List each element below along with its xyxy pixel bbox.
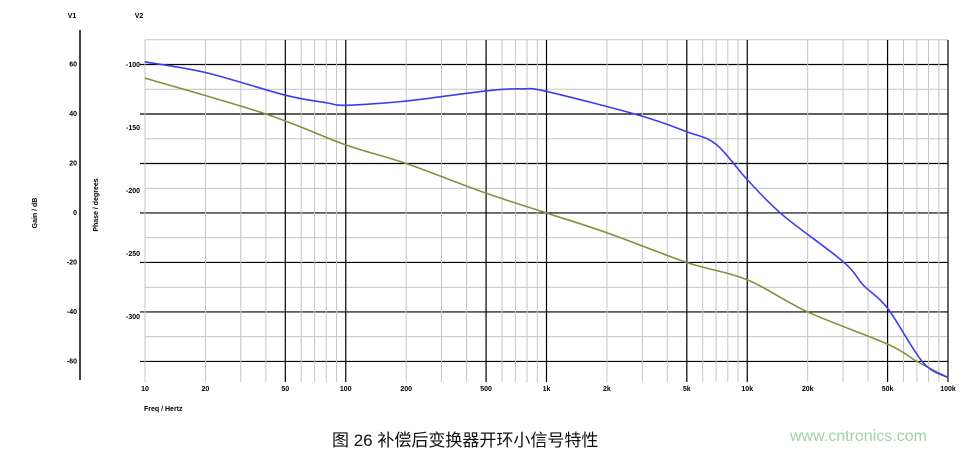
x-tick-label: 20k <box>802 386 814 393</box>
phase-point <box>284 94 286 96</box>
x-tick-label: 5k <box>683 386 691 393</box>
phase-tick-label: -200 <box>126 188 140 195</box>
x-tick-label: 200 <box>400 386 412 393</box>
gain-tick-label: 40 <box>69 111 77 118</box>
gain-point <box>686 261 688 264</box>
phase-point <box>492 89 494 91</box>
phase-point <box>947 376 949 379</box>
phase-point <box>922 361 924 363</box>
phase-tick-label: -150 <box>126 125 140 132</box>
v1-axis-id: V1 <box>68 13 77 20</box>
series <box>144 61 949 379</box>
phase-point <box>401 100 403 103</box>
phase-point <box>204 71 207 74</box>
x-tick-label: 10 <box>141 386 149 393</box>
x-tick-label: 50k <box>882 386 894 393</box>
gain-tick-label: 0 <box>73 210 77 217</box>
gain-point <box>265 113 267 115</box>
gain-tick-label: -20 <box>67 259 77 266</box>
x-axis-label: Freq / Hertz <box>144 406 183 413</box>
gain-point <box>405 162 407 165</box>
phase-point <box>782 214 784 216</box>
gain-point <box>807 311 809 313</box>
x-tick-label: 100 <box>340 386 352 393</box>
figure-caption: 图 26 补偿后变换器开环小信号特性 <box>332 431 599 450</box>
phase-tick-label: -300 <box>126 314 140 321</box>
x-tick-label: 10k <box>741 386 753 393</box>
bode-plot: V1 V2 Gain / dB Phase / degrees Freq / H… <box>32 13 956 413</box>
phase-point <box>842 260 844 263</box>
phase-point <box>715 143 717 145</box>
phase-point <box>886 307 889 309</box>
phase-point <box>545 90 548 93</box>
x-tick-label: 50 <box>281 386 289 393</box>
gain-point <box>345 144 347 146</box>
phase-point <box>345 104 347 106</box>
gain-point <box>545 212 548 214</box>
grid <box>140 39 949 382</box>
gain-point <box>886 343 889 345</box>
gain-tick-label: -60 <box>67 358 77 365</box>
phase-point <box>746 179 748 181</box>
gain-point <box>916 360 918 363</box>
gain-tick-label: 60 <box>69 61 77 68</box>
phase-point <box>451 94 454 96</box>
phase-point <box>686 131 688 133</box>
gain-curve <box>144 77 949 379</box>
phase-axis-label: Phase / degrees <box>93 178 100 231</box>
phase-point <box>863 284 865 287</box>
gain-point <box>485 192 487 194</box>
gain-point <box>606 232 608 234</box>
phase-point <box>144 61 146 63</box>
phase-tick-label: -100 <box>126 62 140 69</box>
x-tick-label: 100k <box>940 386 956 393</box>
x-tick-label: 2k <box>603 386 611 393</box>
phase-point <box>638 114 640 116</box>
gain-tick-label: -40 <box>67 309 77 316</box>
phase-point <box>325 102 327 104</box>
v2-axis-id: V2 <box>135 13 144 20</box>
x-tick-label: 500 <box>480 386 492 393</box>
axes: V1 V2 Gain / dB Phase / degrees Freq / H… <box>32 13 183 413</box>
phase-point <box>521 88 524 90</box>
phase-tick-label: -250 <box>126 251 140 258</box>
gain-point <box>746 279 748 281</box>
gain-tick-label: 20 <box>69 160 77 167</box>
watermark: www.cntronics.com <box>790 428 927 445</box>
gain-point <box>144 77 146 79</box>
x-tick-label: 1k <box>543 386 551 393</box>
x-tick-label: 20 <box>202 386 210 393</box>
gain-axis-label: Gain / dB <box>32 198 39 229</box>
